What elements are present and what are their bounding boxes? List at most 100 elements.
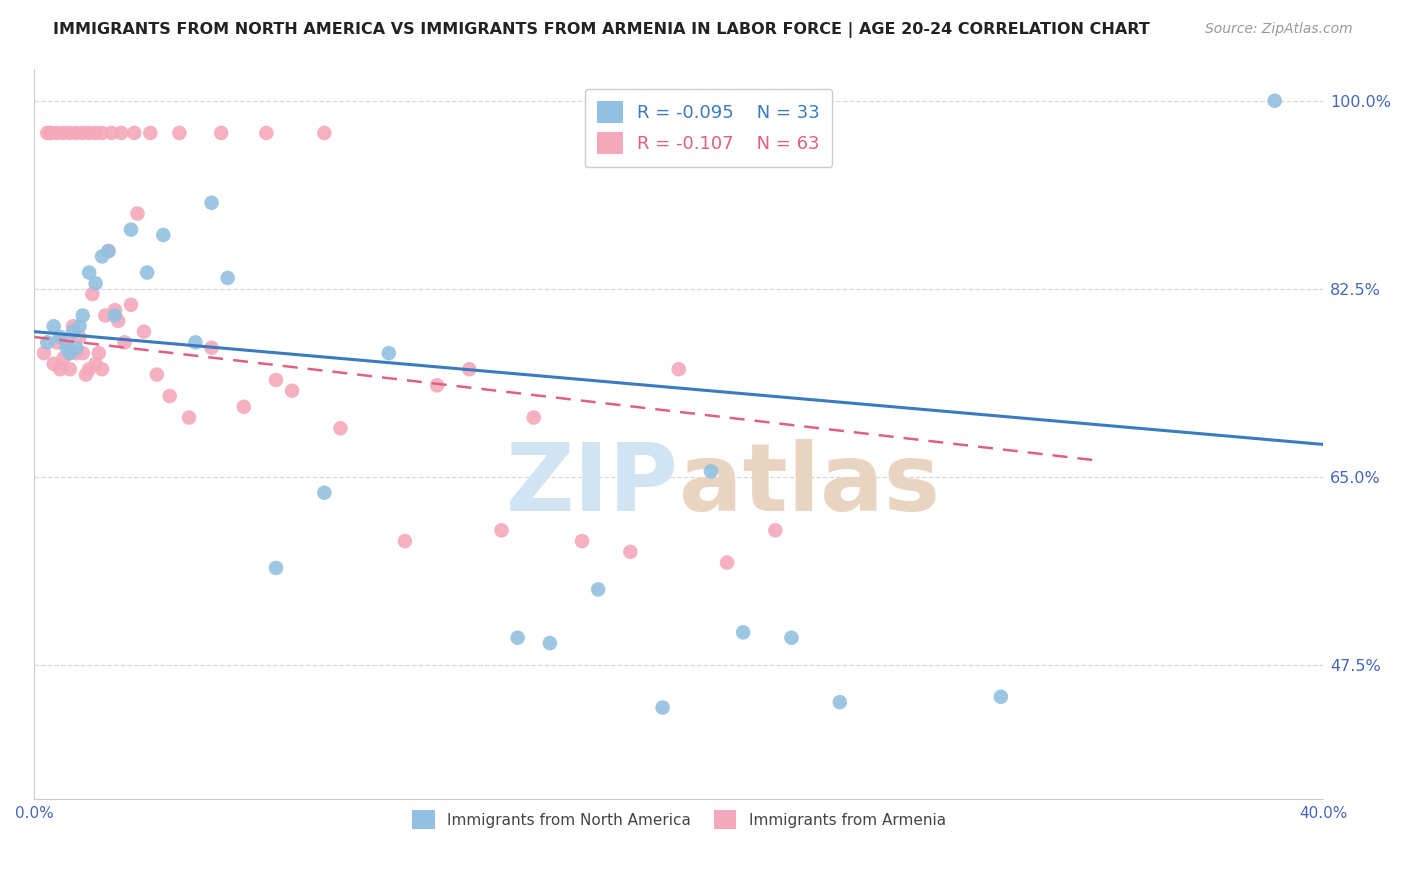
Point — [990, 690, 1012, 704]
Point — [91, 250, 114, 264]
Point — [97, 244, 120, 258]
Point — [69, 319, 91, 334]
Point — [146, 368, 169, 382]
Point — [82, 287, 104, 301]
Point — [69, 330, 91, 344]
Text: ZIP: ZIP — [506, 439, 679, 531]
Point — [152, 227, 174, 242]
Point — [828, 695, 851, 709]
Point — [700, 464, 723, 478]
Point — [65, 341, 87, 355]
Text: Source: ZipAtlas.com: Source: ZipAtlas.com — [1205, 22, 1353, 37]
Point — [1264, 94, 1286, 108]
Point — [523, 410, 546, 425]
Point — [32, 346, 55, 360]
Point — [77, 362, 100, 376]
Point — [120, 222, 142, 236]
Point — [177, 410, 200, 425]
Point — [619, 545, 641, 559]
Point — [122, 126, 145, 140]
Point — [84, 126, 107, 140]
Point — [114, 335, 136, 350]
Point — [59, 362, 82, 376]
Point — [378, 346, 401, 360]
Point — [780, 631, 803, 645]
Point — [200, 341, 222, 355]
Text: atlas: atlas — [679, 439, 939, 531]
Point — [55, 335, 77, 350]
Point — [264, 561, 287, 575]
Point — [458, 362, 481, 376]
Point — [59, 346, 82, 360]
Point — [127, 206, 149, 220]
Point — [91, 362, 114, 376]
Point — [84, 357, 107, 371]
Point — [77, 266, 100, 280]
Point — [159, 389, 181, 403]
Point — [120, 298, 142, 312]
Point — [329, 421, 352, 435]
Point — [39, 126, 62, 140]
Point — [52, 351, 75, 366]
Point — [72, 126, 94, 140]
Point — [52, 126, 75, 140]
Point — [107, 314, 129, 328]
Point — [139, 126, 162, 140]
Point — [97, 244, 120, 258]
Point — [62, 325, 84, 339]
Point — [571, 534, 593, 549]
Point — [37, 126, 59, 140]
Point — [94, 309, 117, 323]
Point — [733, 625, 755, 640]
Point — [254, 126, 277, 140]
Point — [65, 346, 87, 360]
Point — [169, 126, 191, 140]
Point — [42, 319, 65, 334]
Point — [77, 126, 100, 140]
Point — [37, 335, 59, 350]
Point — [314, 126, 336, 140]
Point — [49, 330, 72, 344]
Point — [232, 400, 254, 414]
Point — [42, 357, 65, 371]
Point — [65, 126, 87, 140]
Point — [132, 325, 155, 339]
Point — [716, 556, 738, 570]
Legend: Immigrants from North America, Immigrants from Armenia: Immigrants from North America, Immigrant… — [405, 805, 952, 835]
Point — [538, 636, 561, 650]
Point — [87, 346, 110, 360]
Point — [100, 126, 122, 140]
Point — [72, 346, 94, 360]
Point — [39, 126, 62, 140]
Point — [491, 524, 513, 538]
Point — [104, 303, 127, 318]
Point — [314, 485, 336, 500]
Point — [200, 195, 222, 210]
Point — [55, 341, 77, 355]
Point — [59, 346, 82, 360]
Point — [136, 266, 159, 280]
Point — [668, 362, 690, 376]
Point — [426, 378, 449, 392]
Point — [45, 335, 67, 350]
Point — [209, 126, 232, 140]
Point — [763, 524, 786, 538]
Point — [62, 319, 84, 334]
Point — [84, 277, 107, 291]
Point — [184, 335, 207, 350]
Point — [49, 362, 72, 376]
Point — [651, 700, 673, 714]
Point — [217, 271, 239, 285]
Point — [110, 126, 132, 140]
Point — [281, 384, 304, 398]
Point — [91, 126, 114, 140]
Point — [59, 126, 82, 140]
Text: IMMIGRANTS FROM NORTH AMERICA VS IMMIGRANTS FROM ARMENIA IN LABOR FORCE | AGE 20: IMMIGRANTS FROM NORTH AMERICA VS IMMIGRA… — [53, 22, 1150, 38]
Point — [104, 309, 127, 323]
Point — [506, 631, 529, 645]
Point — [45, 126, 67, 140]
Point — [72, 309, 94, 323]
Point — [394, 534, 416, 549]
Point — [75, 368, 97, 382]
Point — [264, 373, 287, 387]
